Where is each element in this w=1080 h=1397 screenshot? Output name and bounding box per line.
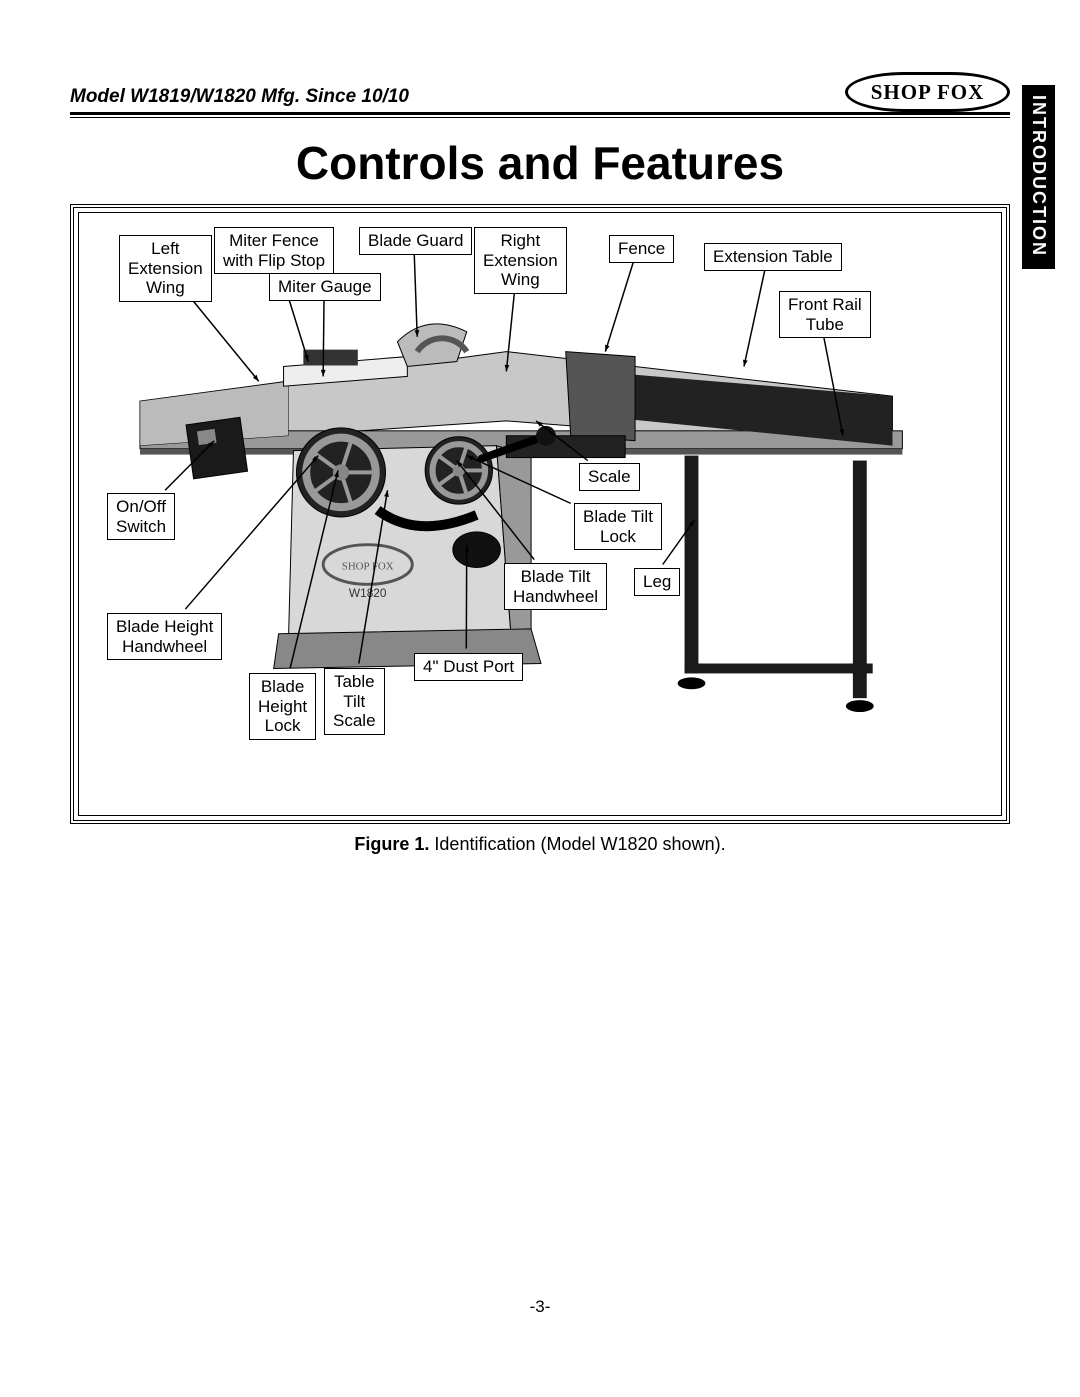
- label-blade-guard: Blade Guard: [359, 227, 472, 255]
- page-number: -3-: [70, 1297, 1010, 1317]
- brand-logo: SHOP FOX: [845, 62, 1010, 122]
- label-right-ext-wing: Right Extension Wing: [474, 227, 567, 294]
- label-front-rail-tube: Front Rail Tube: [779, 291, 871, 338]
- label-extension-table: Extension Table: [704, 243, 842, 271]
- label-left-ext-wing: Left Extension Wing: [119, 235, 212, 302]
- caption-text: Identification (Model W1820 shown).: [429, 834, 725, 854]
- label-blade-height-lock: Blade Height Lock: [249, 673, 316, 740]
- figure-frame: SHOP FOX W1820 Left Extension WingMiter F…: [70, 204, 1010, 824]
- logo-text: SHOP FOX: [845, 80, 1010, 105]
- svg-text:W1820: W1820: [349, 586, 387, 600]
- svg-text:SHOP FOX: SHOP FOX: [342, 560, 394, 572]
- label-leg: Leg: [634, 568, 680, 596]
- figure-caption: Figure 1. Identification (Model W1820 sh…: [70, 834, 1010, 855]
- label-fence: Fence: [609, 235, 674, 263]
- label-blade-tilt-handwheel: Blade Tilt Handwheel: [504, 563, 607, 610]
- model-line: Model W1819/W1820 Mfg. Since 10/10: [70, 86, 409, 108]
- label-scale: Scale: [579, 463, 640, 491]
- label-on-off-switch: On/Off Switch: [107, 493, 175, 540]
- label-miter-fence: Miter Fence with Flip Stop: [214, 227, 334, 274]
- label-table-tilt-scale: Table Tilt Scale: [324, 668, 385, 735]
- page-title: Controls and Features: [70, 136, 1010, 190]
- caption-bold: Figure 1.: [354, 834, 429, 854]
- section-tab: INTRODUCTION: [1022, 85, 1055, 269]
- label-dust-port: 4" Dust Port: [414, 653, 523, 681]
- label-miter-gauge: Miter Gauge: [269, 273, 381, 301]
- label-blade-height-hw: Blade Height Handwheel: [107, 613, 222, 660]
- label-blade-tilt-lock: Blade Tilt Lock: [574, 503, 662, 550]
